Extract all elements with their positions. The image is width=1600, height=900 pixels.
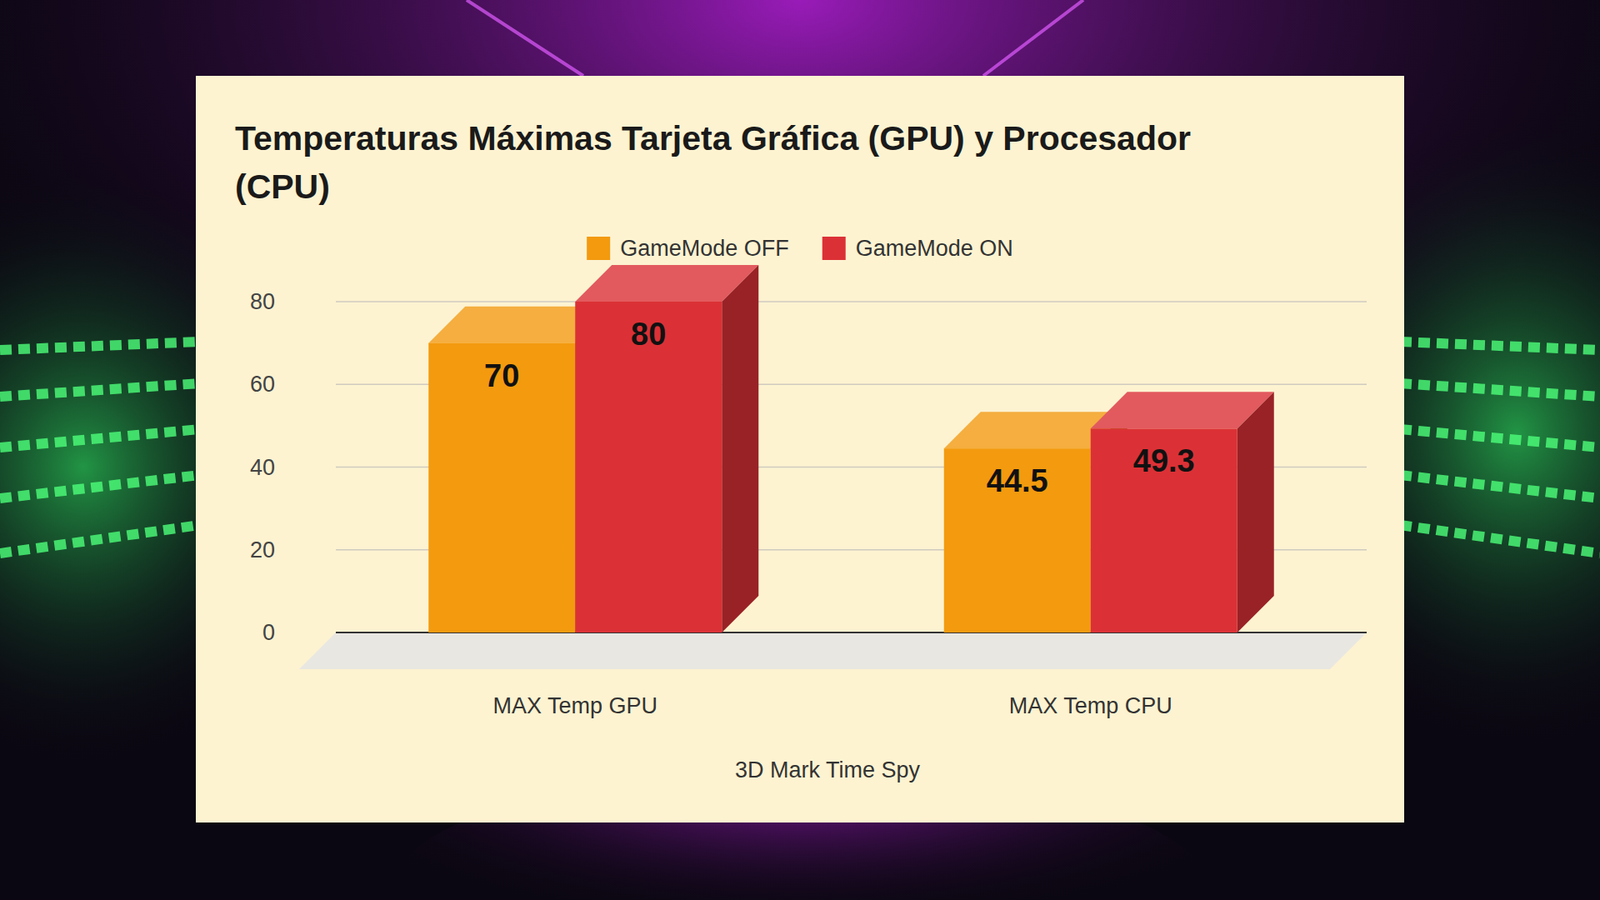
title-line: (CPU) bbox=[235, 167, 330, 206]
tick-label: 60 bbox=[250, 371, 275, 397]
legend-swatch bbox=[586, 236, 610, 260]
neon-stripe bbox=[1400, 341, 1600, 350]
bar-side bbox=[721, 265, 759, 633]
bar-3d bbox=[1090, 391, 1275, 633]
neon-stripe bbox=[0, 475, 200, 499]
bar bbox=[1090, 428, 1238, 633]
legend-label: GameMode ON bbox=[855, 235, 1014, 261]
data-label: 44.5 bbox=[986, 463, 1049, 499]
data-label: 49.3 bbox=[1133, 443, 1195, 479]
legend-swatch bbox=[822, 236, 846, 260]
chart-root: Temperaturas Máximas Tarjeta Gráfica (GP… bbox=[0, 0, 1600, 900]
title: Temperaturas Máximas Tarjeta Gráfica (GP… bbox=[235, 119, 1191, 206]
bar bbox=[944, 448, 1091, 633]
tick-label: 0 bbox=[262, 620, 275, 645]
neon-stripe bbox=[0, 429, 200, 448]
neon-stripe bbox=[0, 341, 200, 350]
bar bbox=[428, 343, 575, 633]
legend: GameMode OFF GameMode ON bbox=[586, 235, 1014, 261]
tick-label: 80 bbox=[250, 289, 275, 315]
neon-stripe bbox=[1400, 383, 1600, 397]
x-axis-title: 3D Mark Time Spy bbox=[735, 757, 921, 783]
bar-side bbox=[1237, 391, 1275, 633]
tick-label: 20 bbox=[250, 537, 275, 563]
data-labels: 70 80 44.5 49.3 bbox=[484, 316, 1195, 499]
bar bbox=[575, 301, 722, 633]
neon-beam bbox=[983, 0, 1084, 76]
neon-stripe bbox=[0, 383, 200, 397]
title-line: Temperaturas Máximas Tarjeta Gráfica (GP… bbox=[235, 119, 1191, 158]
neon-stripe bbox=[1400, 525, 1600, 554]
neon-stripe bbox=[0, 525, 200, 554]
neon-stripe bbox=[1400, 475, 1600, 499]
floor bbox=[299, 632, 1367, 670]
tick-label: 40 bbox=[250, 455, 275, 480]
legend-item: GameMode ON bbox=[822, 235, 1014, 261]
neon-beam bbox=[466, 0, 584, 76]
legend-item: GameMode OFF bbox=[586, 235, 790, 261]
grid-line bbox=[335, 300, 1367, 303]
background bbox=[0, 0, 1600, 900]
card bbox=[195, 75, 1405, 823]
bar-3d bbox=[575, 265, 759, 633]
category-label: MAX Temp CPU bbox=[1009, 693, 1173, 719]
data-label: 80 bbox=[630, 316, 666, 352]
legend-label: GameMode OFF bbox=[620, 235, 790, 261]
category-label: MAX Temp GPU bbox=[492, 693, 658, 719]
data-label: 70 bbox=[484, 358, 520, 394]
bars bbox=[428, 265, 1275, 633]
background-glow bbox=[0, 0, 1600, 900]
neon-stripe bbox=[1400, 429, 1600, 448]
